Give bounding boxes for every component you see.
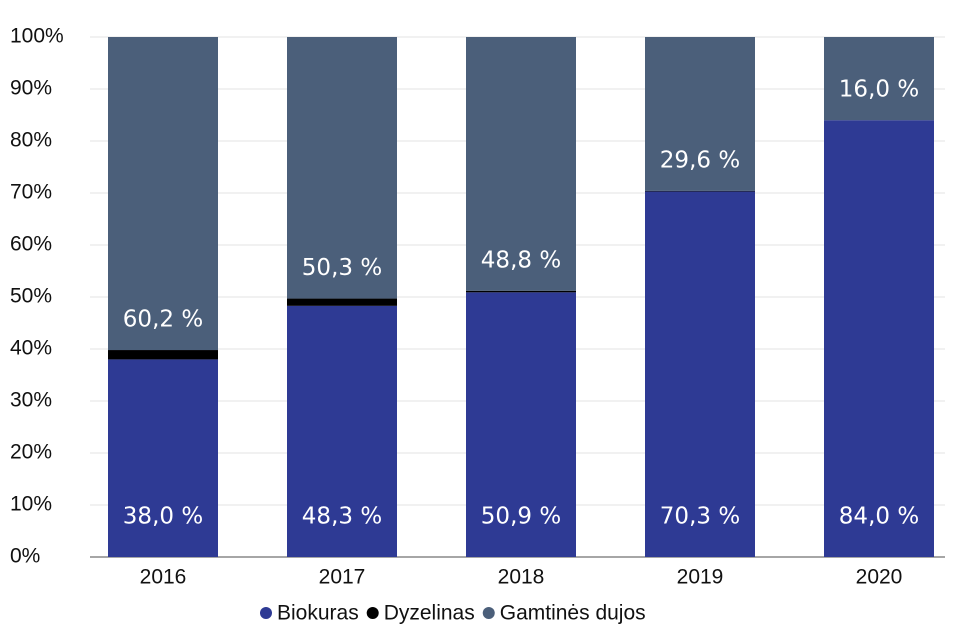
legend-marker — [260, 607, 272, 619]
bar-segment — [108, 350, 218, 360]
y-tick-label: 70% — [10, 181, 52, 204]
y-tick-label: 40% — [10, 337, 52, 360]
y-tick-label: 50% — [10, 285, 52, 308]
value-label: 16,0 % — [839, 77, 919, 103]
y-tick-label: 20% — [10, 441, 52, 464]
value-label: 38,0 % — [123, 504, 203, 530]
bar-segment — [287, 37, 397, 299]
y-tick-label: 10% — [10, 493, 52, 516]
bar-segment — [645, 191, 755, 557]
value-label: 29,6 % — [660, 147, 740, 173]
value-label: 70,3 % — [660, 504, 740, 530]
legend-label: Dyzelinas — [384, 602, 475, 625]
y-tick-label: 60% — [10, 233, 52, 256]
y-tick-label: 30% — [10, 389, 52, 412]
bar-segment — [824, 37, 934, 121]
legend-label: Gamtinės dujos — [500, 602, 646, 625]
bar-segment — [287, 305, 397, 557]
y-tick-label: 80% — [10, 129, 52, 152]
value-label: 48,3 % — [302, 504, 382, 530]
legend-marker — [366, 607, 379, 619]
bar-segment — [466, 37, 576, 291]
bar-segment — [108, 359, 218, 557]
x-tick-label: 2020 — [856, 566, 903, 589]
legend-label: Biokuras — [277, 602, 359, 625]
bar-segment — [466, 290, 576, 293]
y-tick-label: 90% — [10, 77, 52, 100]
bar-segment — [645, 37, 755, 191]
value-label: 60,2 % — [123, 307, 203, 333]
y-tick-label: 100% — [10, 25, 64, 48]
value-label: 50,3 % — [302, 255, 382, 281]
bar-segment — [108, 37, 218, 351]
value-label: 84,0 % — [839, 504, 919, 530]
x-tick-label: 2019 — [677, 566, 724, 589]
bar-segment — [824, 120, 934, 557]
bar-segment — [645, 190, 755, 192]
x-tick-label: 2017 — [319, 566, 366, 589]
x-tick-label: 2016 — [140, 566, 187, 589]
value-label: 48,8 % — [481, 247, 561, 273]
bar-segment — [287, 298, 397, 306]
legend-marker — [482, 607, 495, 619]
bar-segment — [466, 292, 576, 557]
y-tick-label: 0% — [10, 545, 40, 568]
x-tick-label: 2018 — [498, 566, 545, 589]
value-label: 50,9 % — [481, 504, 561, 530]
